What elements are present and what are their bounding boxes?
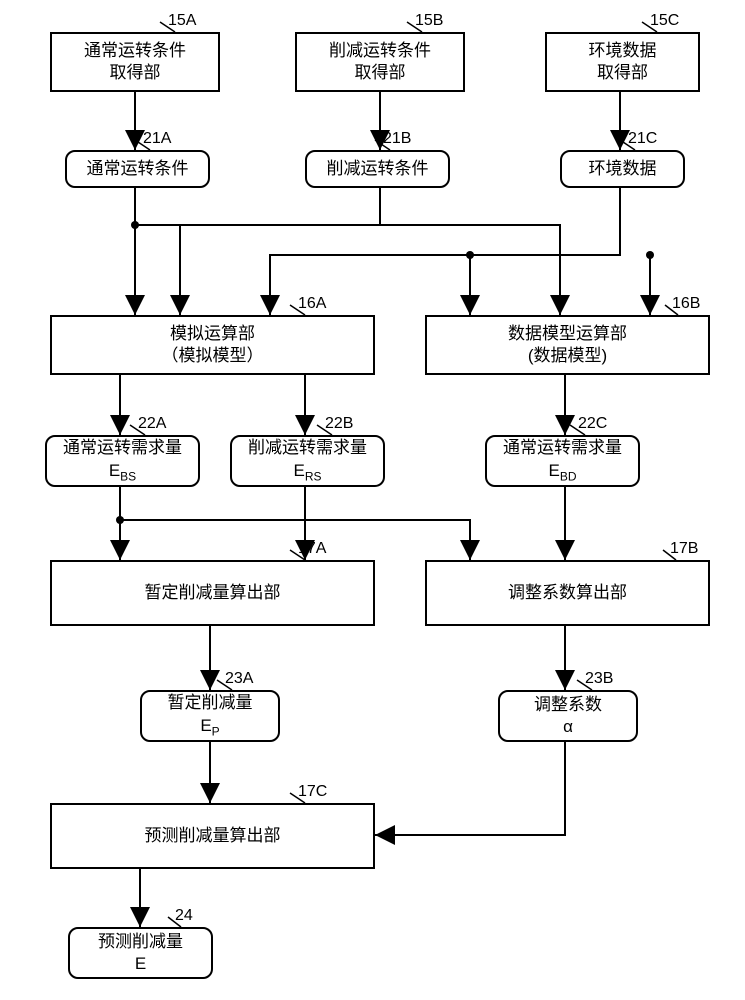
node-17A: 暂定削减量算出部 <box>50 560 375 626</box>
node-text: 环境数据 <box>589 158 657 180</box>
ref-label: 16A <box>298 295 326 313</box>
node-sub: EBD <box>548 460 576 485</box>
ref-label: 17C <box>298 783 327 801</box>
node-text: 预测削减量算出部 <box>145 825 281 847</box>
ref-label: 22C <box>578 415 607 433</box>
node-text: 环境数据 <box>589 40 657 62</box>
node-text: 取得部 <box>597 62 648 84</box>
node-15A: 通常运转条件取得部 <box>50 32 220 92</box>
node-text: 暂定削减量 <box>168 692 253 714</box>
ref-label: 23B <box>585 670 613 688</box>
node-text: 数据模型运算部 <box>508 323 627 345</box>
ref-label: 15B <box>415 12 443 30</box>
node-21A: 通常运转条件 <box>65 150 210 188</box>
node-text: (数据模型) <box>528 345 607 367</box>
ref-label: 24 <box>175 907 193 925</box>
node-text: 取得部 <box>110 62 161 84</box>
node-21B: 削减运转条件 <box>305 150 450 188</box>
node-sub: E <box>135 953 146 975</box>
node-21C: 环境数据 <box>560 150 685 188</box>
node-17C: 预测削减量算出部 <box>50 803 375 869</box>
node-16A: 模拟运算部（模拟模型） <box>50 315 375 375</box>
node-text: 通常运转需求量 <box>63 437 182 459</box>
ref-label: 22A <box>138 415 166 433</box>
node-15C: 环境数据取得部 <box>545 32 700 92</box>
node-text: 削减运转条件 <box>329 40 431 62</box>
ref-label: 21C <box>628 130 657 148</box>
node-text: 通常运转条件 <box>87 158 189 180</box>
ref-label: 22B <box>325 415 353 433</box>
node-sub: α <box>563 716 573 738</box>
node-text: 取得部 <box>355 62 406 84</box>
node-text: （模拟模型） <box>162 345 264 367</box>
node-22B: 削减运转需求量ERS <box>230 435 385 487</box>
node-16B: 数据模型运算部(数据模型) <box>425 315 710 375</box>
ref-label: 16B <box>672 295 700 313</box>
node-text: 通常运转条件 <box>84 40 186 62</box>
node-sub: EBS <box>109 460 136 485</box>
node-text: 削减运转需求量 <box>248 437 367 459</box>
ref-label: 21B <box>383 130 411 148</box>
ref-label: 23A <box>225 670 253 688</box>
node-text: 暂定削减量算出部 <box>145 582 281 604</box>
ref-label: 15C <box>650 12 679 30</box>
node-text: 调整系数算出部 <box>508 582 627 604</box>
ref-label: 17A <box>298 540 326 558</box>
node-sub: ERS <box>293 460 321 485</box>
node-17B: 调整系数算出部 <box>425 560 710 626</box>
node-text: 调整系数 <box>534 694 602 716</box>
node-23B: 调整系数α <box>498 690 638 742</box>
node-15B: 削减运转条件取得部 <box>295 32 465 92</box>
node-sub: EP <box>200 715 219 740</box>
node-text: 预测削减量 <box>98 931 183 953</box>
ref-label: 17B <box>670 540 698 558</box>
ref-label: 21A <box>143 130 171 148</box>
node-text: 通常运转需求量 <box>503 437 622 459</box>
node-23A: 暂定削减量EP <box>140 690 280 742</box>
node-22C: 通常运转需求量EBD <box>485 435 640 487</box>
node-text: 削减运转条件 <box>327 158 429 180</box>
ref-label: 15A <box>168 12 196 30</box>
node-24: 预测削减量E <box>68 927 213 979</box>
node-text: 模拟运算部 <box>170 323 255 345</box>
node-22A: 通常运转需求量EBS <box>45 435 200 487</box>
